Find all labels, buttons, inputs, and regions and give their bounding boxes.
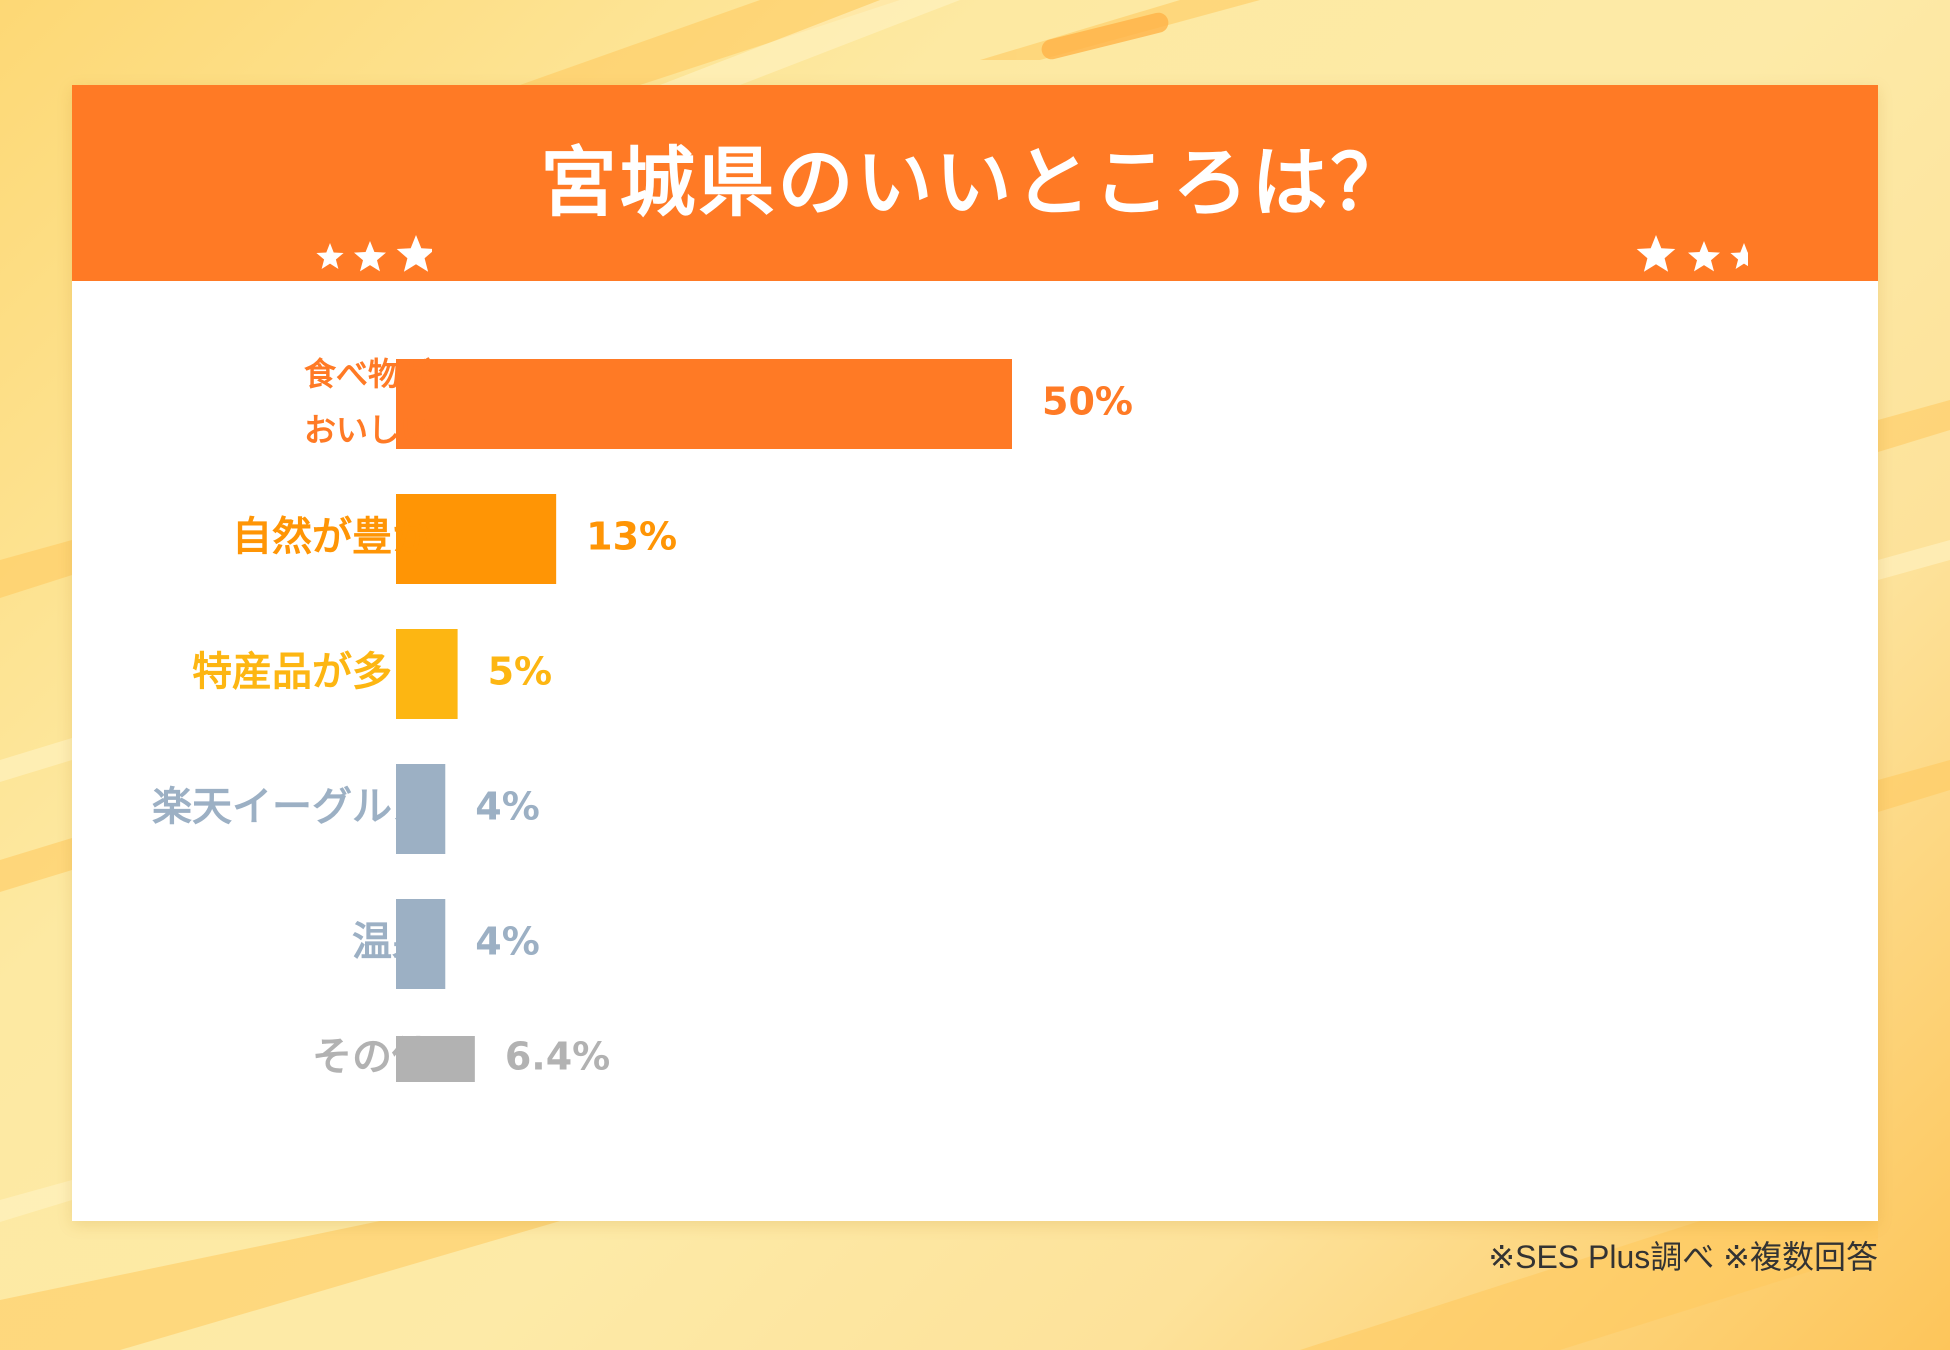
bar-3: [396, 764, 446, 854]
value-label-4: 4%: [475, 920, 540, 964]
category-label-0: 食べ物がおいしい: [304, 355, 432, 449]
chart-title: 宮城県のいいところは？: [540, 138, 1410, 227]
star-icon: [396, 235, 432, 272]
bar-2: [396, 629, 458, 719]
value-label-0: 50%: [1042, 380, 1133, 424]
star-icon: [1636, 235, 1676, 272]
category-label-4: 温泉: [352, 919, 432, 965]
chart-card: 宮城県のいいところは？ 食べ物がおいしい 50% 自然が豊か 13% 特産品が多い 5% 楽…: [72, 85, 1878, 1221]
bar-0: [396, 359, 1012, 449]
bar-5: [396, 1036, 475, 1082]
star-icon: [1730, 243, 1748, 269]
value-label-3: 4%: [475, 785, 540, 829]
value-label-1: 13%: [586, 515, 677, 559]
category-label-5: その他: [312, 1034, 432, 1080]
bar-1: [396, 494, 557, 584]
bar-4: [396, 899, 446, 989]
value-label-2: 5%: [488, 650, 553, 694]
category-label-3: 楽天イーグルス: [152, 784, 432, 830]
star-icon: [354, 241, 386, 272]
stars-left-icon: [316, 235, 432, 272]
star-icon: [1688, 241, 1720, 272]
category-label-2: 特産品が多い: [192, 649, 432, 695]
title-banner: 宮城県のいいところは？: [72, 85, 1878, 281]
value-label-5: 6.4%: [505, 1035, 610, 1079]
stars-right-icon: [1636, 235, 1748, 272]
bar-chart: 食べ物がおいしい 50% 自然が豊か 13% 特産品が多い 5% 楽天イーグルス 4% 温泉 4%…: [152, 355, 1133, 1082]
bars-layer: 食べ物がおいしい 50% 自然が豊か 13% 特産品が多い 5% 楽天イーグルス 4% 温泉 4%…: [152, 355, 1133, 1082]
star-icon: [316, 243, 344, 269]
category-label-1: 自然が豊か: [232, 514, 432, 560]
footnote: ※SES Plus調べ ※複数回答: [1488, 1239, 1878, 1275]
